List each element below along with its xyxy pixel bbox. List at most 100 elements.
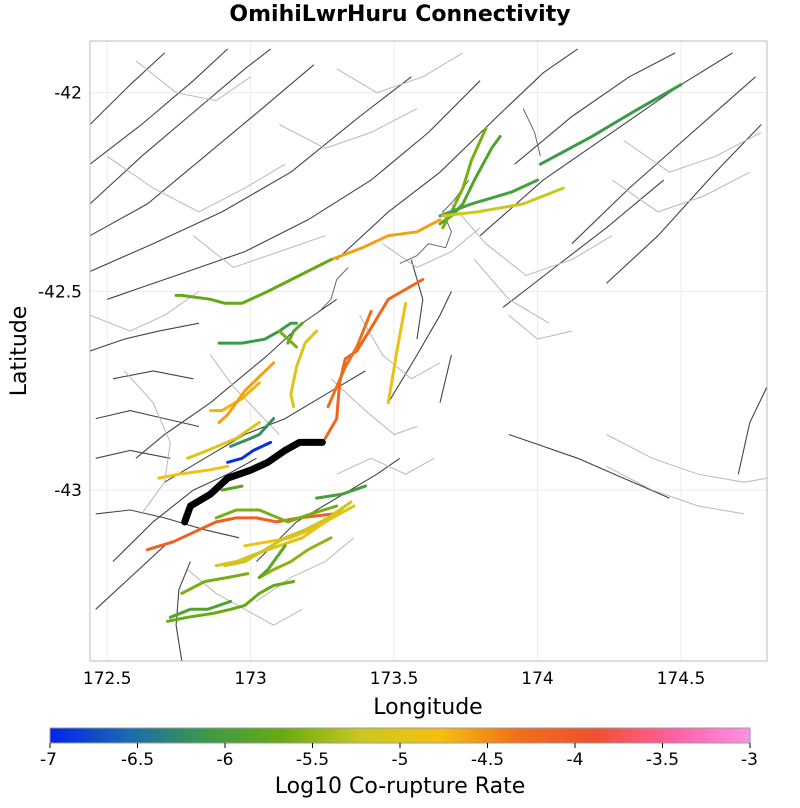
fault-trace [606,124,762,284]
x-tick-label: 174 [521,669,553,689]
rupture-section[interactable] [217,321,298,345]
colorbar-tick-label: -3.5 [646,750,679,770]
rupture-section[interactable] [243,508,344,548]
rupture-section[interactable] [157,464,230,480]
rupture-section[interactable] [257,544,287,579]
rupture-section[interactable] [168,599,233,619]
fault-trace [623,131,762,173]
rupture-section[interactable] [441,126,488,230]
x-axis-ticks: 172.5 173 173.5 174 174.5 [83,669,705,689]
fault-trace [336,52,464,94]
y-axis-ticks: -42 -42.5 -43 [38,84,82,501]
colorbar-tick-label: -5 [392,750,409,770]
rupture-section[interactable] [226,440,273,464]
rupture-section[interactable] [289,329,319,409]
fault-trace [279,108,418,149]
fault-trace [336,48,579,261]
rupture-section[interactable] [223,500,353,568]
colorbar-ticks: -7 -6.5 -6 -5.5 -5 -4.5 -4 -3.5 -3 [40,743,758,770]
co-rupture-sections [145,83,683,623]
fault-trace [439,354,452,403]
fault-trace [611,171,751,213]
fault-trace [606,465,745,515]
target-fault-trace[interactable] [181,438,326,526]
rupture-section[interactable] [180,572,250,595]
fault-trace [90,290,200,332]
rupture-section[interactable] [186,421,261,460]
fault-trace [95,509,240,539]
coastline-segment [302,267,349,324]
colorbar-tick-label: -4 [567,750,584,770]
rupture-section[interactable] [214,504,339,524]
y-tick-label: -42.5 [38,282,82,302]
rupture-section[interactable] [229,417,276,448]
chart-title: OmihiLwrHuru Connectivity [229,2,571,27]
fault-trace [95,449,171,459]
rupture-section[interactable] [220,484,244,492]
rupture-section[interactable] [329,218,442,262]
plot-frame [89,40,768,662]
fault-trace [387,291,452,403]
fault-trace [175,561,191,661]
fault-trace [187,569,303,626]
rupture-section[interactable] [438,178,539,218]
rupture-section[interactable] [174,258,333,305]
fault-trace [90,48,229,165]
fault-trace [330,378,418,436]
fault-trace [737,386,767,475]
fault-trace [479,52,733,237]
y-axis-label: Latitude [7,306,32,397]
fault-trace [410,259,424,340]
y-tick-label: -43 [54,481,82,501]
fault-trace [606,434,767,483]
fault-trace [135,60,251,102]
x-tick-label: 172.5 [83,669,132,689]
fault-trace [256,457,401,562]
y-tick-label: -42 [54,84,82,104]
rupture-section[interactable] [386,301,408,405]
fault-trace [502,179,665,308]
coastline-segment [522,108,541,157]
colorbar [49,727,751,744]
fault-trace [336,457,435,475]
fault-trace [90,48,272,205]
rupture-section[interactable] [209,381,261,413]
colorbar-tick-label: -7 [40,750,57,770]
coastline-segment [399,179,470,265]
colorbar-tick-label: -6 [217,750,234,770]
rupture-section[interactable] [217,361,276,424]
rupture-section[interactable] [538,83,683,166]
fault-trace [514,52,676,165]
fault-trace [90,64,315,237]
rupture-section[interactable] [166,580,296,623]
fault-trace [474,259,550,324]
colorbar-tick-label: -5.5 [296,750,329,770]
fault-trace [106,155,286,213]
fault-trace [192,235,326,269]
fault-trace [90,52,165,125]
x-tick-label: 174.5 [657,669,706,689]
rupture-section[interactable] [257,536,333,579]
rupture-section[interactable] [441,186,565,218]
fault-trace [90,322,200,352]
fault-trace [359,314,441,380]
plot-area[interactable] [90,41,767,661]
x-tick-label: 173 [234,669,266,689]
fault-trace [90,76,412,273]
fault-trace [112,457,257,562]
fault-network [90,48,767,661]
target-fault-layer [181,438,326,526]
rupture-section[interactable] [326,309,373,409]
colorbar-tick-label: -6.5 [121,750,154,770]
rupture-section[interactable] [315,484,367,500]
x-tick-label: 173.5 [370,669,419,689]
fault-trace [112,370,194,380]
fault-trace [107,80,481,300]
fault-trace [508,314,573,340]
coastline [302,108,541,324]
fault-trace [256,537,355,602]
colorbar-tick-label: -3 [741,750,758,770]
colorbar-label: Log10 Co-rupture Rate [275,774,526,799]
rupture-section[interactable] [277,329,298,349]
